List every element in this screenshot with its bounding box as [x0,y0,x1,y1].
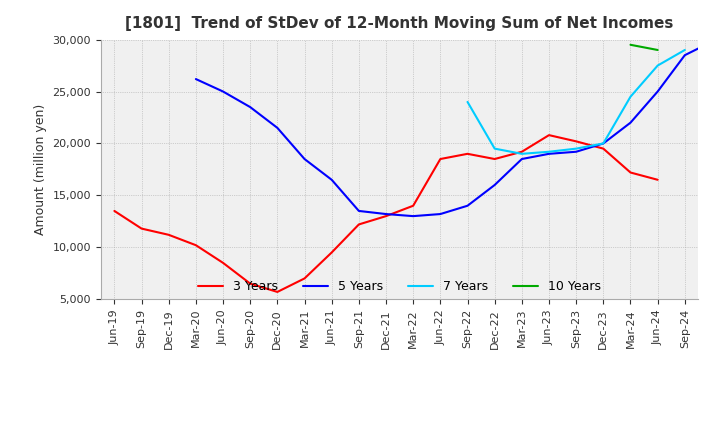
5 Years [328,177,336,183]
5 Years [626,120,635,125]
Y-axis label: Amount (million yen): Amount (million yen) [34,104,47,235]
3 Years [138,226,146,231]
3 Years [436,156,445,161]
3 Years [246,281,255,286]
3 Years [409,203,418,209]
3 Years [192,242,200,248]
7 Years [518,151,526,157]
3 Years [518,149,526,154]
3 Years [382,213,390,219]
7 Years [653,63,662,68]
5 Years [382,211,390,216]
Line: 3 Years: 3 Years [114,135,657,292]
3 Years [463,151,472,157]
3 Years [354,222,363,227]
3 Years [490,156,499,161]
7 Years [572,146,580,151]
5 Years [653,89,662,94]
5 Years [680,52,689,58]
Legend: 3 Years, 5 Years, 7 Years, 10 Years: 3 Years, 5 Years, 7 Years, 10 Years [193,275,606,298]
10 Years [653,48,662,53]
5 Years [246,104,255,110]
Line: 7 Years: 7 Years [467,50,685,154]
3 Years [164,232,173,238]
3 Years [300,276,309,281]
5 Years [572,149,580,154]
7 Years [626,94,635,99]
5 Years [545,151,554,157]
10 Years [626,42,635,48]
3 Years [273,289,282,294]
5 Years [490,182,499,187]
5 Years [409,213,418,219]
7 Years [599,141,608,146]
5 Years [708,39,716,44]
5 Years [518,156,526,161]
5 Years [354,208,363,213]
5 Years [599,141,608,146]
Line: 10 Years: 10 Years [631,45,657,50]
3 Years [545,132,554,138]
3 Years [219,260,228,265]
3 Years [653,177,662,183]
5 Years [219,89,228,94]
3 Years [626,170,635,175]
Title: [1801]  Trend of StDev of 12-Month Moving Sum of Net Incomes: [1801] Trend of StDev of 12-Month Moving… [125,16,674,32]
7 Years [545,149,554,154]
3 Years [599,146,608,151]
3 Years [572,139,580,144]
5 Years [273,125,282,131]
5 Years [436,211,445,216]
7 Years [490,146,499,151]
3 Years [110,208,119,213]
3 Years [328,250,336,255]
7 Years [463,99,472,105]
5 Years [300,156,309,161]
Line: 5 Years: 5 Years [196,42,720,216]
7 Years [680,48,689,53]
5 Years [192,77,200,82]
5 Years [463,203,472,209]
